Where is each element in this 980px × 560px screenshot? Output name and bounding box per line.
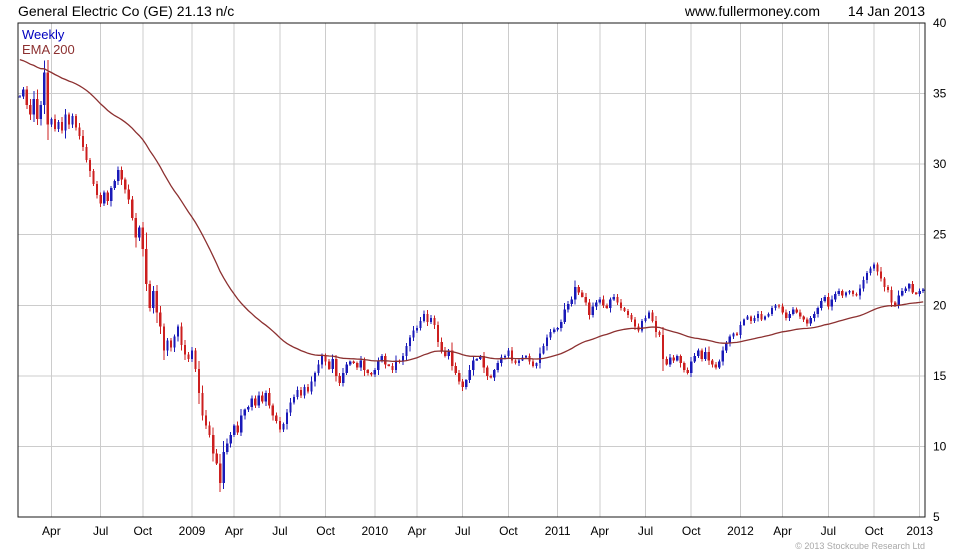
x-axis-labels: Apr Jul Oct 2009 Apr Jul Oct 2010 Apr Jul Oct 2011 A… [42, 524, 933, 538]
ema-line [19, 58, 924, 363]
x-tick-label: Jul [821, 524, 836, 538]
site-url: www.fullermoney.com [684, 3, 820, 19]
y-tick-label: 40 [933, 16, 947, 30]
plot-border [17, 22, 926, 518]
y-tick-label: 20 [933, 298, 947, 312]
candlesticks [18, 59, 925, 492]
copyright-notice: © 2013 Stockcube Research Ltd [795, 541, 925, 551]
x-tick-label: 2012 [727, 524, 754, 538]
x-tick-label: Oct [133, 524, 152, 538]
x-tick-label: Jul [93, 524, 108, 538]
x-tick-label: Jul [638, 524, 653, 538]
x-tick-label: 2010 [361, 524, 388, 538]
x-tick-label: Apr [773, 524, 792, 538]
y-tick-label: 5 [933, 510, 940, 524]
x-tick-label: Apr [590, 524, 609, 538]
x-tick-label: Oct [865, 524, 884, 538]
y-tick-label: 15 [933, 369, 947, 383]
x-tick-label: 2013 [906, 524, 933, 538]
x-tick-label: Oct [682, 524, 701, 538]
y-tick-label: 35 [933, 87, 947, 101]
y-tick-label: 25 [933, 228, 947, 242]
x-tick-label: Oct [316, 524, 335, 538]
x-tick-label: Jul [455, 524, 470, 538]
chart-title: General Electric Co (GE) 21.13 n/c [18, 3, 235, 19]
x-tick-label: Apr [42, 524, 61, 538]
chart-date: 14 Jan 2013 [847, 3, 925, 19]
x-tick-label: 2009 [179, 524, 206, 538]
grid-lines [18, 22, 925, 518]
x-tick-label: Oct [499, 524, 518, 538]
x-tick-label: Apr [225, 524, 244, 538]
x-tick-label: 2011 [545, 524, 571, 538]
y-tick-label: 30 [933, 157, 947, 171]
x-tick-label: Apr [408, 524, 427, 538]
y-axis-labels: 40 35 30 25 20 15 10 5 [933, 16, 947, 524]
legend-weekly-label: Weekly [22, 27, 65, 42]
y-tick-label: 10 [933, 439, 947, 453]
legend-ema-label: EMA 200 [22, 42, 75, 57]
x-tick-label: Jul [272, 524, 287, 538]
